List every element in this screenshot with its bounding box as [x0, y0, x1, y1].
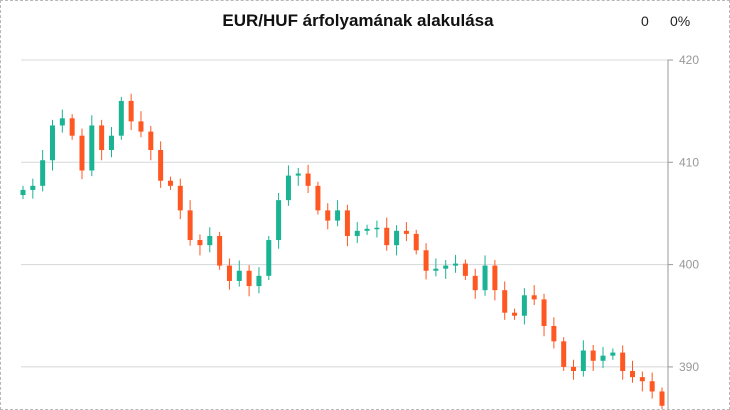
- candle-body: [256, 275, 262, 287]
- y-tick-label: 410: [679, 155, 699, 169]
- candle-body: [571, 366, 577, 371]
- candle-body: [20, 189, 26, 196]
- candle-body: [108, 135, 114, 151]
- candle-body: [266, 240, 272, 276]
- candle-body: [374, 227, 380, 230]
- candle-body: [217, 235, 223, 266]
- candle-body: [276, 200, 282, 241]
- candle-body: [502, 290, 508, 313]
- candle-body: [531, 295, 537, 300]
- candle-body: [521, 295, 527, 316]
- y-tick-label: 400: [679, 258, 699, 272]
- candle-body: [187, 210, 193, 241]
- candle-body: [138, 121, 144, 132]
- candle-body: [295, 173, 301, 176]
- candle-body: [462, 263, 468, 276]
- candle-body: [197, 240, 203, 246]
- candle-body: [285, 175, 291, 201]
- candle-body: [128, 100, 134, 122]
- chart-title: EUR/HUF árfolyamának alakulása: [222, 11, 494, 30]
- candle-body: [472, 275, 478, 291]
- candle-body: [79, 135, 85, 171]
- candle-body: [118, 100, 124, 136]
- candle-body: [344, 210, 350, 236]
- candle-body: [315, 185, 321, 211]
- candle-body: [649, 381, 655, 392]
- candle-body: [630, 370, 636, 378]
- candle-body: [620, 352, 626, 371]
- candle-body: [49, 125, 55, 161]
- candle-body: [305, 173, 311, 186]
- candle-body: [354, 230, 360, 236]
- candle-body: [148, 131, 154, 151]
- candle-body: [158, 150, 164, 181]
- candle-body: [69, 118, 75, 136]
- candle-body: [226, 265, 232, 281]
- candle-body: [40, 160, 46, 186]
- candle-body: [541, 299, 547, 326]
- candle-body: [384, 227, 390, 246]
- candle-body: [512, 312, 518, 316]
- change-value: 0: [641, 13, 649, 29]
- y-tick-label: 420: [679, 53, 699, 67]
- candle-body: [89, 125, 95, 171]
- candle-body: [246, 270, 252, 287]
- candle-body: [423, 250, 429, 271]
- candle-body: [433, 268, 439, 271]
- candle-body: [639, 377, 645, 382]
- candle-body: [177, 185, 183, 211]
- candle-body: [364, 228, 370, 231]
- candle-body: [482, 265, 488, 291]
- candle-body: [403, 230, 409, 234]
- candle-body: [335, 210, 341, 221]
- candle-body: [561, 341, 567, 367]
- candle-body: [236, 270, 242, 281]
- change-percent: 0%: [670, 13, 691, 29]
- candle-body: [600, 355, 606, 361]
- candle-body: [167, 180, 173, 186]
- candle-body: [610, 352, 616, 356]
- candle-body: [492, 265, 498, 291]
- candle-body: [99, 125, 105, 151]
- candle-body: [453, 263, 459, 266]
- candle-body: [325, 210, 331, 221]
- y-tick-label: 390: [679, 360, 699, 374]
- candle-body: [551, 325, 557, 342]
- candle-body: [207, 235, 213, 246]
- candle-body: [580, 350, 586, 371]
- candle-body: [30, 185, 36, 190]
- candle-body: [59, 118, 65, 126]
- candle-body: [413, 233, 419, 251]
- candle-body: [659, 391, 665, 406]
- candle-body: [394, 230, 400, 246]
- candle-body: [443, 265, 449, 269]
- candle-body: [590, 350, 596, 361]
